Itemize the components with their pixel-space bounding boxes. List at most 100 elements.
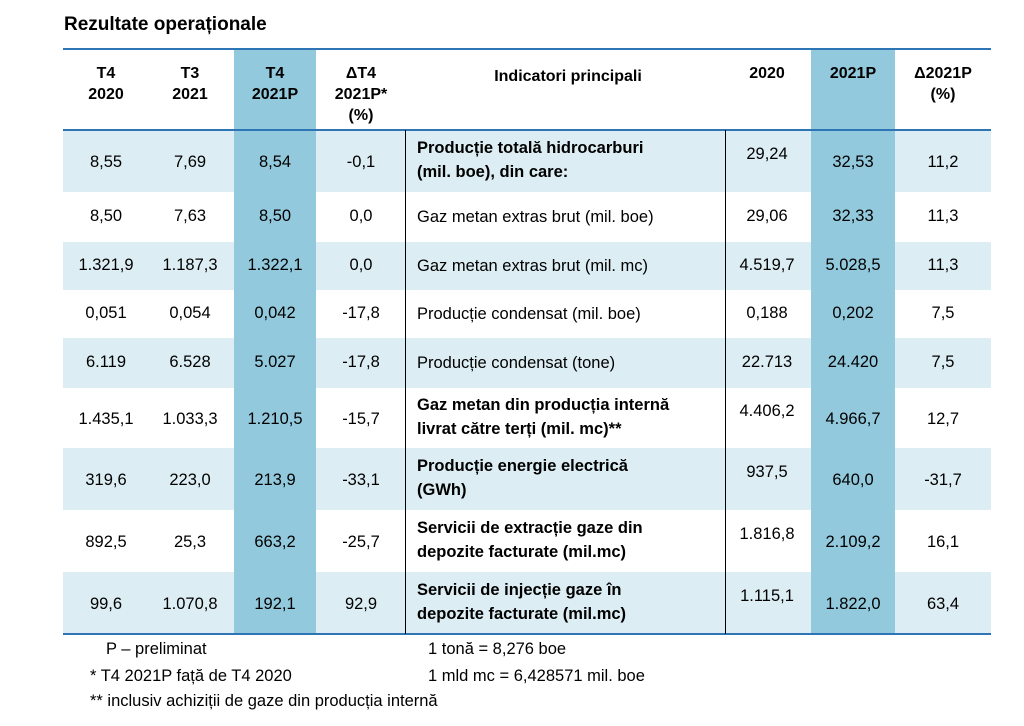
highlight-column-2021p (811, 49, 895, 634)
indicator-label-line: (GWh) (417, 481, 467, 499)
table-cell: 0,0 (349, 207, 373, 225)
indicator-label: Gaz metan din producția internă livrat că… (417, 393, 717, 441)
table-cell: 1.115,1 (740, 587, 794, 605)
indicator-left-border (405, 130, 406, 634)
table-cell: 0,188 (746, 304, 788, 322)
table-cell: 29,06 (746, 207, 788, 225)
table-cell: 5.027 (254, 353, 296, 371)
table-cell: 1.187,3 (162, 256, 218, 274)
table-cell: 0,051 (85, 304, 127, 322)
footnote-double-asterisk: ** inclusiv achiziții de gaze din produc… (90, 692, 438, 710)
table-cell: 4.966,7 (825, 410, 881, 428)
header-bottom-rule (63, 129, 991, 131)
column-header: T4 2021P (230, 63, 320, 105)
table-cell: 0,0 (349, 256, 373, 274)
table-cell: 937,5 (746, 463, 788, 481)
indicator-label-line: Servicii de extracție gaze din (417, 519, 643, 537)
column-header-line: 2021P* (334, 86, 388, 103)
table-cell: 29,24 (746, 145, 788, 163)
table-cell: -33,1 (342, 471, 380, 489)
table-cell: 892,5 (85, 533, 127, 551)
table-cell: 2.109,2 (825, 533, 881, 551)
table-cell: 32,53 (832, 153, 874, 171)
table-cell: 7,63 (173, 207, 207, 225)
table-cell: 22.713 (741, 353, 793, 371)
table-cell: 640,0 (832, 471, 874, 489)
highlight-column-t4-2021p (234, 49, 316, 634)
indicator-label: Producție condensat (mil. boe) (417, 302, 717, 326)
table-cell: 663,2 (254, 533, 296, 551)
column-header-2021p: 2021P (829, 65, 877, 82)
table-cell: 16,1 (926, 533, 960, 551)
indicator-label-line: (mil. boe), din care: (417, 163, 569, 181)
indicator-label-line: depozite facturate (mil.mc) (417, 605, 627, 623)
table-bottom-rule (63, 633, 991, 635)
footnote-mc-conversion: 1 mld mc = 6,428571 mil. boe (428, 667, 645, 685)
table-cell: 8,50 (89, 207, 123, 225)
footnote-ton-conversion: 1 tonă = 8,276 boe (428, 640, 567, 658)
table-cell: 24.420 (827, 353, 879, 371)
table-cell: 1.816,8 (739, 525, 795, 543)
table-cell: 1.210,5 (247, 410, 303, 428)
table-cell: 1.822,0 (825, 595, 881, 613)
table-cell: 12,7 (926, 410, 960, 428)
table-cell: 192,1 (254, 595, 296, 613)
table-cell: 1.435,1 (78, 410, 134, 428)
column-header-line: (%) (930, 86, 956, 103)
table-cell: 319,6 (85, 471, 127, 489)
indicator-label: Servicii de extracție gaze din depozite f… (417, 516, 717, 564)
indicator-label: Gaz metan extras brut (mil. boe) (417, 205, 717, 229)
table-cell: 11,3 (927, 256, 959, 274)
table-top-rule (63, 48, 991, 50)
column-header: ΔT4 2021P* (%) (316, 63, 406, 126)
column-header-line: 2020 (88, 86, 124, 103)
table-cell: 0,202 (832, 304, 874, 322)
table-cell: 11,3 (927, 207, 959, 225)
column-header-line: 2021P (251, 86, 299, 103)
page-title: Rezultate operaționale (64, 14, 267, 35)
column-header-line: ΔT4 (345, 65, 377, 82)
indicator-label-line: Producție condensat (tone) (417, 354, 616, 372)
footnote-asterisk: * T4 2021P față de T4 2020 (90, 667, 292, 685)
table-cell: 8,54 (258, 153, 292, 171)
table-cell: 32,33 (832, 207, 874, 225)
table-cell: 8,50 (258, 207, 292, 225)
table-cell: -17,8 (342, 353, 380, 371)
table-cell: 0,054 (169, 304, 211, 322)
table-cell: -31,7 (924, 471, 962, 489)
table-cell: 4.519,7 (739, 256, 795, 274)
table-cell: 11,2 (927, 153, 959, 171)
column-header: T4 2020 (61, 63, 151, 105)
indicator-label-line: Servicii de injecție gaze în (417, 581, 622, 599)
table-cell: 7,5 (931, 304, 955, 322)
indicator-label: Producție totală hidrocarburi (mil. boe),… (417, 136, 717, 184)
indicator-right-border (725, 130, 726, 634)
column-header: T3 2021 (145, 63, 235, 105)
table-cell: 213,9 (254, 471, 296, 489)
table-cell: 7,5 (931, 353, 955, 371)
table-cell: 1.033,3 (162, 410, 218, 428)
indicator-label-line: livrat către terți (mil. mc)** (417, 420, 622, 438)
table-cell: 4.406,2 (739, 402, 795, 420)
indicator-label-line: Gaz metan din producția internă (417, 396, 670, 414)
table-cell: -17,8 (342, 304, 380, 322)
table-cell: 5.028,5 (825, 256, 881, 274)
indicator-label-line: Gaz metan extras brut (mil. mc) (417, 257, 649, 275)
table-cell: 1.321,9 (78, 256, 134, 274)
indicator-label-line: Producție totală hidrocarburi (417, 139, 644, 157)
table-cell: 6.119 (85, 353, 127, 371)
column-header-line: 2021 (172, 86, 208, 103)
column-header-2020: 2020 (749, 65, 785, 82)
column-header-line: Δ2021P (914, 65, 972, 82)
table-cell: 8,55 (89, 153, 123, 171)
column-header-line: T4 (265, 65, 285, 82)
column-header-line: T4 (96, 65, 116, 82)
table-cell: 92,9 (344, 595, 378, 613)
indicator-label: Producție energie electrică (GWh) (417, 454, 717, 502)
indicator-label-line: Producție energie electrică (417, 457, 628, 475)
table-cell: 0,042 (254, 304, 296, 322)
table-cell: 223,0 (169, 471, 211, 489)
column-header-indicators: Indicatori principali (494, 68, 642, 85)
table-cell: -25,7 (342, 533, 380, 551)
indicator-label-line: Gaz metan extras brut (mil. boe) (417, 208, 654, 226)
